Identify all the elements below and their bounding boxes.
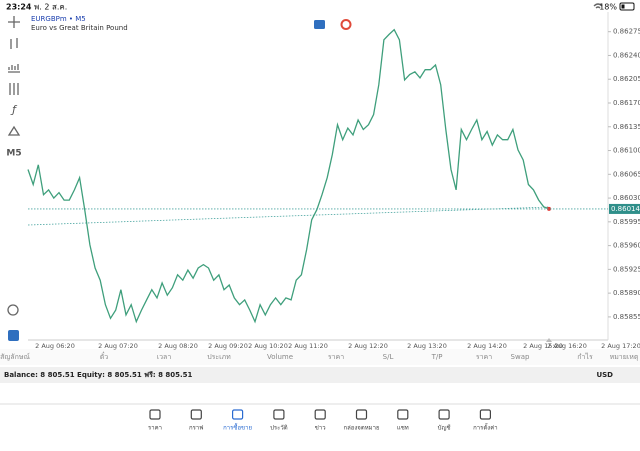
- nav-icon[interactable]: [397, 409, 409, 420]
- x-tick-label: 2 Aug 09:20: [208, 342, 248, 350]
- status-time: 23:24: [6, 3, 32, 12]
- objects-tool[interactable]: [7, 125, 21, 136]
- nav-icon[interactable]: [149, 409, 161, 420]
- table-header: Volume: [267, 353, 293, 361]
- table-header: T/P: [431, 353, 443, 361]
- wifi-icon: [593, 3, 603, 9]
- y-tick-label: 0.86170: [613, 99, 640, 107]
- crosshair-tool[interactable]: [8, 16, 20, 28]
- current-price-tag: [609, 203, 640, 214]
- table-header: ราคา: [328, 353, 344, 361]
- y-tick-label: 0.86065: [613, 170, 640, 178]
- current-price-label: 0.86014: [611, 205, 640, 213]
- current-bar-marker: [546, 338, 552, 342]
- last-price-dot: [547, 206, 551, 211]
- table-header: เวลา: [157, 353, 172, 361]
- nav-label[interactable]: ประวัติ: [270, 425, 288, 432]
- x-tick-label: 2 Aug 06:20: [35, 342, 75, 350]
- x-tick-label: 2 Aug 11:20: [288, 342, 328, 350]
- nav-label[interactable]: การซื้อขาย: [223, 422, 252, 432]
- nav-icon[interactable]: [314, 409, 326, 420]
- trade-tool[interactable]: [8, 330, 19, 341]
- y-tick-label: 0.85995: [613, 218, 640, 226]
- account-currency: USD: [596, 371, 613, 379]
- account-summary: Balance: 8 805.51 Equity: 8 805.51 ฟรี: …: [4, 371, 193, 379]
- toolbar: ƒ M5: [6, 16, 22, 341]
- one-click-icon[interactable]: [314, 20, 325, 29]
- nav-icon[interactable]: [273, 409, 285, 420]
- nav-icon[interactable]: [355, 409, 368, 420]
- table-header: S/L: [383, 353, 394, 361]
- y-tick-label: 0.86100: [613, 147, 640, 155]
- y-tick-label: 0.86275: [613, 28, 640, 36]
- settings-tool[interactable]: [9, 83, 19, 95]
- x-tick-label: 2 Aug 10:20: [248, 342, 288, 350]
- x-tick-label: 2 Aug 14:20: [467, 342, 507, 350]
- x-tick-label: 2 Aug 17:20: [601, 342, 640, 350]
- timeframe[interactable]: M5: [6, 149, 21, 159]
- chart-type-tool[interactable]: [10, 38, 18, 49]
- table-header: สัญลักษณ์: [0, 353, 30, 361]
- nav-icon[interactable]: [232, 409, 244, 420]
- table-header: กำไร: [577, 352, 593, 361]
- nav-label[interactable]: กล่องจดหมาย: [343, 425, 379, 432]
- nav-icon[interactable]: [479, 409, 491, 420]
- y-tick-label: 0.86135: [613, 123, 640, 131]
- x-tick-label: 2 Aug 12:20: [348, 342, 388, 350]
- signal-icon[interactable]: [340, 19, 352, 30]
- table-header: หมายเหตุ: [610, 353, 639, 361]
- x-tick-label: 2 Aug 08:20: [158, 342, 198, 350]
- nav-label[interactable]: กราฟ: [189, 425, 203, 432]
- y-tick-label: 0.85925: [613, 265, 640, 273]
- nav-label[interactable]: แชท: [397, 425, 409, 432]
- y-tick-label: 0.85960: [613, 242, 640, 250]
- nav-label[interactable]: บัญชี: [438, 424, 451, 432]
- nav-icon[interactable]: [438, 409, 450, 420]
- nav-label[interactable]: ข่าว: [315, 425, 326, 432]
- table-header: ราคา: [476, 353, 492, 361]
- y-tick-label: 0.85855: [613, 313, 640, 321]
- balance-row-bg: [0, 367, 640, 383]
- table-header: ประเภท: [207, 353, 231, 361]
- table-header-bg: [0, 349, 640, 365]
- battery-level: [621, 4, 625, 9]
- x-tick-label: 2 Aug 07:20: [98, 342, 138, 350]
- indicators-tool[interactable]: [8, 64, 20, 73]
- battery-text: 18%: [599, 3, 617, 12]
- function-tool[interactable]: ƒ: [10, 103, 18, 116]
- y-tick-label: 0.86205: [613, 75, 640, 83]
- table-header: Swap: [511, 353, 530, 361]
- y-tick-label: 0.86030: [613, 194, 640, 202]
- x-tick-label: 2 Aug 15:20: [523, 342, 563, 350]
- y-tick-label: 0.85890: [613, 289, 640, 297]
- status-date: พ. 2 ส.ค.: [34, 3, 67, 12]
- price-line: [27, 28, 550, 324]
- chart-subtitle: Euro vs Great Britain Pound: [31, 24, 128, 32]
- x-tick-label: 2 Aug 13:20: [407, 342, 447, 350]
- zoom-tool[interactable]: [7, 304, 19, 316]
- battery-icon: [619, 2, 635, 11]
- x-tick-label: 2 Aug 16:20: [547, 342, 587, 350]
- nav-label[interactable]: การตั้งค่า: [473, 422, 497, 432]
- table-header: ตั๋ว: [100, 352, 109, 361]
- nav-label[interactable]: ราคา: [148, 425, 162, 432]
- nav-icon[interactable]: [190, 409, 202, 420]
- chart-title: EURGBPm • M5: [31, 15, 86, 23]
- y-tick-label: 0.86240: [613, 51, 640, 59]
